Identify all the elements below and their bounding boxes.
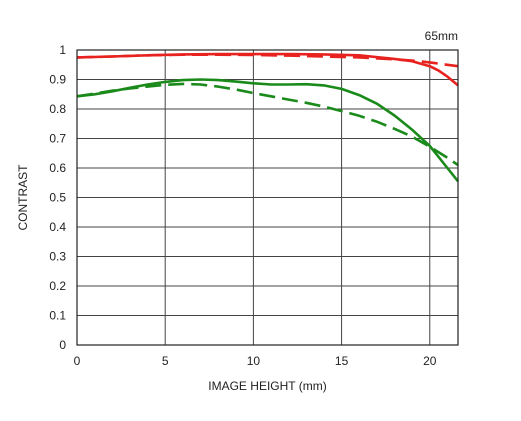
series-line-2	[76, 53, 459, 68]
y-tick-label: 0	[59, 338, 66, 352]
x-axis-title: IMAGE HEIGHT (mm)	[208, 379, 326, 393]
y-tick-label: 0.5	[49, 191, 66, 205]
y-tick-label: 0.9	[49, 73, 66, 87]
y-tick-label: 0.3	[49, 250, 66, 264]
x-tick-label: 0	[74, 354, 81, 368]
y-tick-label: 0.8	[49, 102, 66, 116]
x-tick-label: 10	[247, 354, 261, 368]
x-tick-label: 15	[335, 354, 349, 368]
x-tick-label: 5	[162, 354, 169, 368]
series-line-4	[76, 82, 459, 167]
x-tick-label: 20	[423, 354, 437, 368]
series-line-3	[76, 78, 460, 183]
y-axis-title: CONTRAST	[16, 164, 30, 231]
y-tick-label: 0.1	[49, 309, 66, 323]
x-axis-ticks: 0 5 10 15 20	[74, 354, 437, 368]
y-axis-ticks: 0 0.1 0.2 0.3 0.4 0.5 0.6 0.7 0.8 0.9 1	[49, 43, 66, 352]
y-tick-label: 0.6	[49, 161, 66, 175]
series-layer	[76, 52, 460, 183]
y-tick-label: 0.4	[49, 220, 66, 234]
y-tick-label: 0.7	[49, 132, 66, 146]
plot-frame	[76, 49, 459, 346]
y-tick-label: 1	[59, 43, 66, 57]
grid	[76, 49, 458, 346]
y-tick-label: 0.2	[49, 279, 66, 293]
focal-length-label: 65mm	[425, 29, 458, 43]
